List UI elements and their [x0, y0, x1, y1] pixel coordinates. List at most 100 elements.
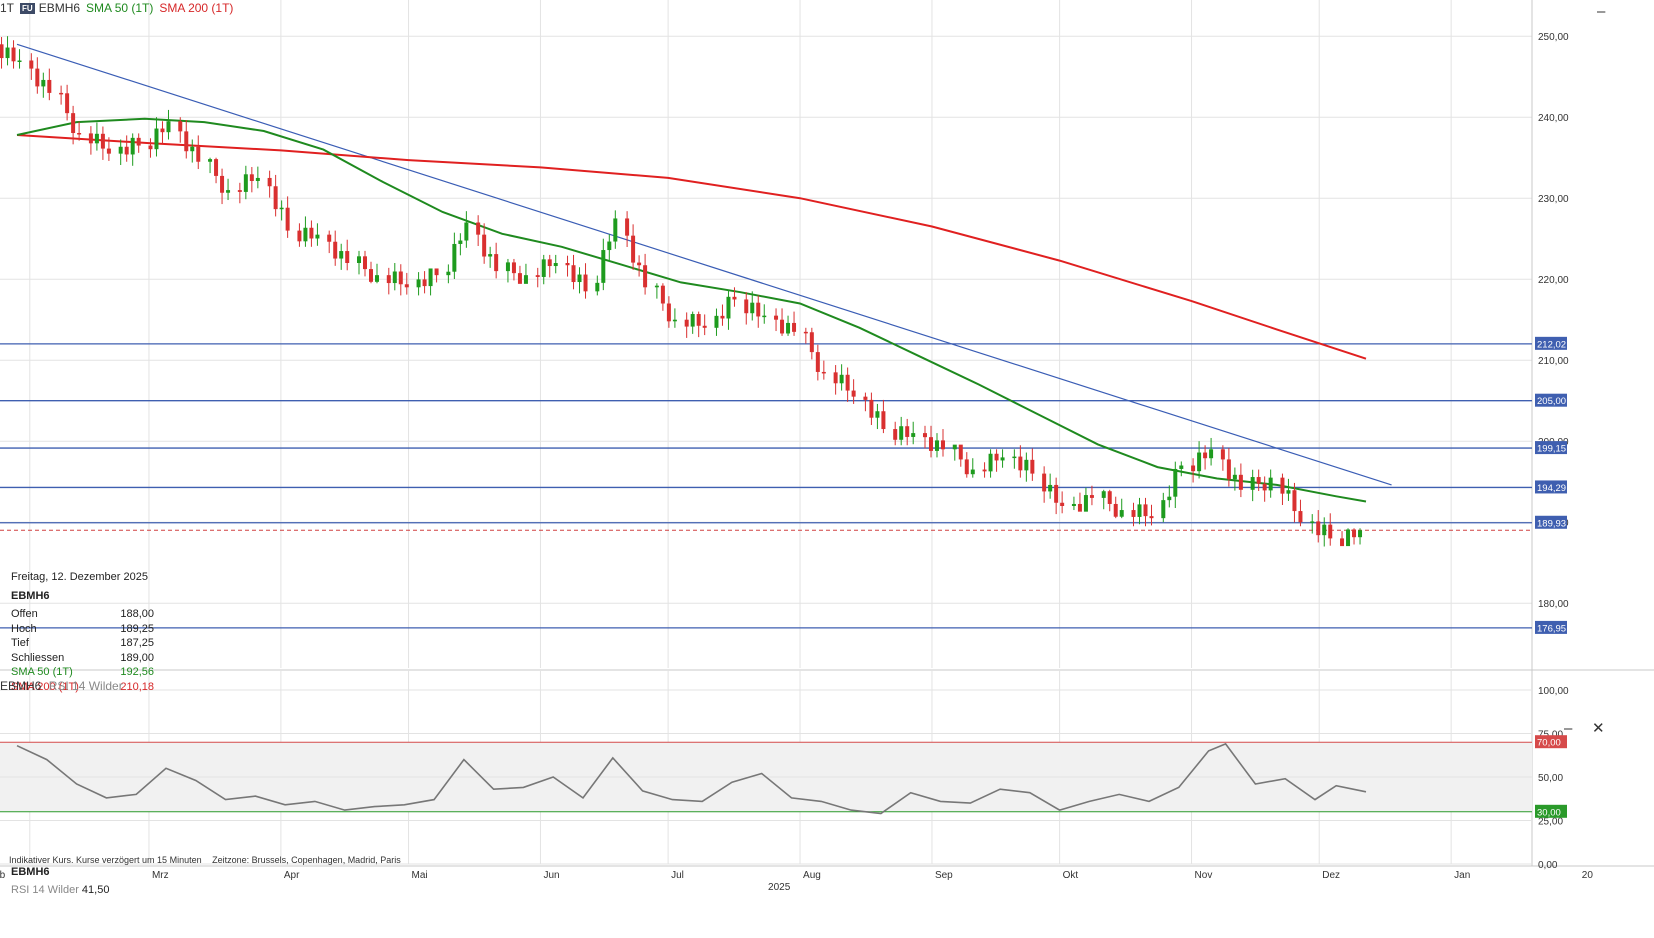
- candle-down: [71, 113, 76, 133]
- level-price-tag: [1535, 441, 1567, 455]
- candle-down: [732, 296, 737, 300]
- y-tick-label: 240,00: [1538, 113, 1569, 124]
- period-label[interactable]: 1T: [0, 1, 15, 15]
- candle-up: [488, 254, 493, 257]
- candle-down: [833, 372, 838, 384]
- timezone-note: Zeitzone: Brussels, Copenhagen, Madrid, …: [212, 855, 401, 865]
- candle-down: [249, 174, 254, 181]
- candle-down: [631, 235, 636, 263]
- candle-down: [106, 148, 111, 154]
- axes: 180,00190,00200,00210,00220,00230,00240,…: [0, 32, 1593, 893]
- candle-down: [863, 396, 868, 400]
- candle-up: [375, 275, 379, 282]
- level-price-tag: [1535, 393, 1567, 407]
- rsi-grid: [0, 670, 1532, 865]
- candle-up: [952, 444, 957, 450]
- year-label: 2025: [768, 882, 791, 893]
- candle-down: [398, 271, 403, 285]
- candle-down: [136, 137, 141, 146]
- candle-up: [428, 268, 433, 287]
- candle-down: [1143, 504, 1148, 517]
- candle-up: [505, 262, 510, 272]
- candle-up: [1197, 452, 1202, 472]
- candle-up: [5, 47, 10, 59]
- candle-up: [1310, 521, 1315, 523]
- candle-down: [309, 227, 314, 239]
- rsi-info-symbol: EBMH6: [11, 866, 50, 878]
- y-tick-label: 220,00: [1538, 275, 1569, 286]
- symbol-label[interactable]: EBMH6: [38, 1, 81, 15]
- x-tick-label: Jun: [543, 870, 559, 881]
- info-row-value: 210,18: [120, 680, 154, 693]
- candle-down: [386, 275, 391, 284]
- candle-up: [690, 314, 695, 327]
- candle-down: [982, 469, 987, 472]
- minimize-rsi-button[interactable]: –: [1564, 720, 1573, 737]
- sma50-legend[interactable]: SMA 50 (1T): [86, 1, 154, 15]
- level-price-tag: [1535, 336, 1567, 350]
- candle-down: [476, 222, 481, 235]
- candle-down: [0, 44, 4, 59]
- rsi-panel-title: EBMH6 RSI 14 Wilder: [0, 679, 123, 693]
- candle-down: [1077, 503, 1082, 512]
- candle-down: [1238, 474, 1243, 490]
- x-tick-label: Aug: [803, 870, 821, 881]
- candle-down: [422, 279, 427, 287]
- sma200-legend[interactable]: SMA 200 (1T): [159, 1, 234, 15]
- y-tick-label: 180,00: [1538, 599, 1569, 610]
- x-tick-label: Mrz: [152, 870, 169, 881]
- candle-down: [184, 131, 189, 152]
- candle-up: [607, 241, 612, 251]
- candle-down: [1107, 491, 1112, 504]
- candle-up: [154, 128, 159, 150]
- candle-down: [845, 374, 850, 391]
- candle-down: [881, 411, 886, 430]
- candle-down: [994, 453, 999, 461]
- candle-down: [1280, 477, 1285, 494]
- candle-up: [458, 240, 463, 244]
- candle-up: [1346, 529, 1351, 547]
- candle-down: [1226, 459, 1231, 480]
- candle-down: [1113, 503, 1118, 517]
- x-tick-label: Feb: [0, 870, 6, 881]
- info-row-label: Schliessen: [11, 651, 65, 664]
- rsi-y-tick-label: 25,00: [1538, 817, 1563, 828]
- candle-up: [190, 146, 195, 152]
- candle-down: [59, 92, 64, 95]
- candle-up: [714, 315, 719, 328]
- candle-up: [970, 469, 975, 475]
- candle-down: [1042, 473, 1047, 492]
- candle-down: [327, 234, 332, 242]
- candle-up: [41, 79, 46, 87]
- rsi-symbol: EBMH6: [0, 679, 42, 693]
- candle-down: [1352, 529, 1357, 538]
- candle-down: [792, 322, 797, 332]
- candle-up: [613, 218, 618, 242]
- sma50-line: [16, 117, 1367, 503]
- candle-down: [1060, 502, 1065, 506]
- level-price-tag: [1535, 620, 1567, 634]
- candle-up: [226, 190, 231, 193]
- level-price-label: 176,95: [1537, 623, 1566, 634]
- close-rsi-button[interactable]: ✕: [1592, 720, 1605, 737]
- candle-down: [65, 93, 70, 114]
- candle-up: [1137, 504, 1142, 517]
- candle-down: [1220, 449, 1225, 460]
- candle-up: [988, 453, 993, 472]
- candle-up: [934, 440, 939, 451]
- downtrend-line: [16, 43, 1392, 486]
- candle-down: [720, 315, 725, 319]
- candle-up: [1322, 524, 1327, 536]
- candle-down: [345, 251, 350, 263]
- candle-down: [803, 331, 808, 334]
- candle-down: [363, 256, 367, 270]
- candle-down: [637, 262, 642, 266]
- candle-down: [1054, 484, 1059, 503]
- candle-down: [815, 352, 820, 372]
- candle-up: [672, 319, 677, 322]
- candle-up: [1286, 490, 1291, 494]
- horizontal-levels: [0, 343, 1532, 629]
- rsi-y-tick-label: 100,00: [1538, 686, 1569, 697]
- minimize-main-button[interactable]: –: [1597, 3, 1606, 20]
- candle-up: [911, 433, 916, 437]
